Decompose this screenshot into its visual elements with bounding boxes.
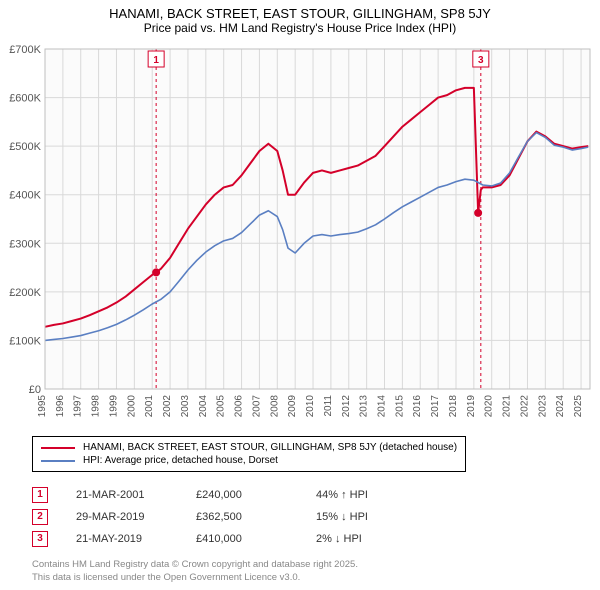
chart-title-line2: Price paid vs. HM Land Registry's House … — [0, 21, 600, 39]
footer-line1: Contains HM Land Registry data © Crown c… — [32, 559, 358, 571]
svg-text:1999: 1999 — [108, 395, 119, 418]
svg-text:2001: 2001 — [144, 395, 155, 418]
svg-text:2003: 2003 — [180, 395, 191, 418]
svg-text:2000: 2000 — [126, 395, 137, 418]
svg-text:£100K: £100K — [9, 335, 41, 347]
svg-text:£0: £0 — [29, 384, 41, 396]
svg-text:2011: 2011 — [323, 395, 334, 417]
svg-text:£200K: £200K — [9, 287, 41, 299]
legend-row: HANAMI, BACK STREET, EAST STOUR, GILLING… — [41, 441, 457, 454]
transaction-price: £240,000 — [196, 489, 316, 501]
transaction-marker: 3 — [32, 531, 48, 547]
transaction-diff: 2% ↓ HPI — [316, 533, 416, 545]
svg-text:3: 3 — [478, 55, 484, 66]
legend-swatch — [41, 460, 75, 462]
transaction-date: 29-MAR-2019 — [76, 511, 196, 523]
svg-text:2016: 2016 — [412, 395, 423, 418]
footer-line2: This data is licensed under the Open Gov… — [32, 572, 358, 584]
svg-text:1998: 1998 — [91, 395, 102, 418]
svg-text:1997: 1997 — [73, 395, 84, 418]
svg-text:2019: 2019 — [466, 395, 477, 418]
chart-title-line1: HANAMI, BACK STREET, EAST STOUR, GILLING… — [0, 0, 600, 21]
transaction-row: 1 21-MAR-2001£240,00044% ↑ HPI — [32, 484, 416, 506]
svg-text:£700K: £700K — [9, 44, 41, 56]
svg-text:£300K: £300K — [9, 238, 41, 250]
line-chart: £0 £100K £200K £300K £400K £500K £600K £700K 199… — [0, 39, 600, 429]
svg-text:2020: 2020 — [484, 395, 495, 418]
transaction-price: £362,500 — [196, 511, 316, 523]
footer-attribution: Contains HM Land Registry data © Crown c… — [32, 559, 358, 584]
svg-text:2008: 2008 — [269, 395, 280, 418]
svg-text:2007: 2007 — [251, 395, 262, 418]
svg-text:1996: 1996 — [55, 395, 66, 418]
svg-text:2017: 2017 — [430, 395, 441, 418]
svg-text:2014: 2014 — [377, 395, 388, 418]
svg-text:2005: 2005 — [216, 395, 227, 418]
legend-row: HPI: Average price, detached house, Dors… — [41, 454, 457, 467]
legend-label: HANAMI, BACK STREET, EAST STOUR, GILLING… — [83, 442, 457, 453]
transaction-diff: 15% ↓ HPI — [316, 511, 416, 523]
svg-text:2013: 2013 — [359, 395, 370, 418]
svg-text:2015: 2015 — [394, 395, 405, 418]
transaction-price: £410,000 — [196, 533, 316, 545]
transaction-diff: 44% ↑ HPI — [316, 489, 416, 501]
svg-text:1995: 1995 — [37, 395, 48, 418]
svg-text:2002: 2002 — [162, 395, 173, 418]
legend: HANAMI, BACK STREET, EAST STOUR, GILLING… — [32, 436, 466, 472]
svg-text:£500K: £500K — [9, 141, 41, 153]
svg-text:2024: 2024 — [555, 395, 566, 418]
svg-text:£600K: £600K — [9, 93, 41, 105]
svg-text:2018: 2018 — [448, 395, 459, 418]
transaction-date: 21-MAR-2001 — [76, 489, 196, 501]
svg-text:2006: 2006 — [234, 395, 245, 418]
legend-swatch — [41, 447, 75, 449]
transaction-row: 2 29-MAR-2019£362,50015% ↓ HPI — [32, 506, 416, 528]
legend-label: HPI: Average price, detached house, Dors… — [83, 455, 278, 466]
transaction-marker: 1 — [32, 487, 48, 503]
svg-text:£400K: £400K — [9, 190, 41, 202]
transaction-marker: 2 — [32, 509, 48, 525]
transaction-row: 3 21-MAY-2019£410,0002% ↓ HPI — [32, 528, 416, 550]
transactions-table: 1 21-MAR-2001£240,00044% ↑ HPI 2 29-MAR-201… — [32, 484, 416, 550]
transaction-date: 21-MAY-2019 — [76, 533, 196, 545]
svg-text:2022: 2022 — [519, 395, 530, 418]
svg-text:2010: 2010 — [305, 395, 316, 418]
svg-text:2025: 2025 — [573, 395, 584, 418]
chart-container: £0 £100K £200K £300K £400K £500K £600K £700K 199… — [0, 39, 600, 429]
svg-text:2004: 2004 — [198, 395, 209, 418]
svg-text:2012: 2012 — [341, 395, 352, 418]
svg-text:2009: 2009 — [287, 395, 298, 418]
svg-text:2021: 2021 — [502, 395, 513, 418]
svg-text:1: 1 — [153, 55, 159, 66]
svg-text:2023: 2023 — [537, 395, 548, 418]
